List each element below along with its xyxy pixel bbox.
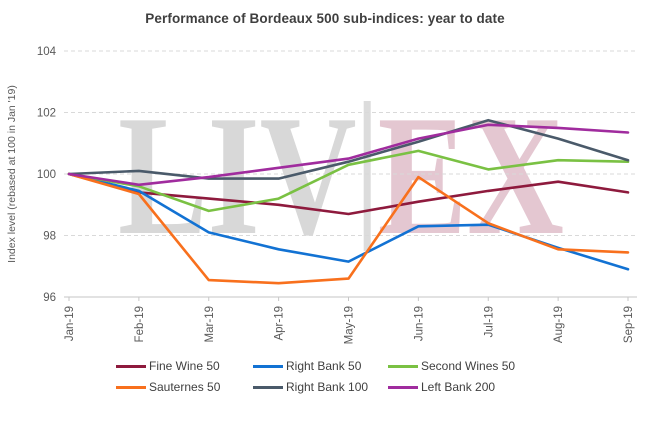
series-line-fine-wine-50 <box>67 172 630 216</box>
legend-swatch-fine-wine-50 <box>116 364 146 368</box>
y-tick-label: 100 <box>37 169 56 181</box>
legend-label-sauternes-50: Sauternes 50 <box>149 380 221 394</box>
legend-label-right-bank-100: Right Bank 100 <box>286 380 369 394</box>
x-tick-label: Aug-19 <box>553 306 565 343</box>
series-line-right-bank-100 <box>67 118 630 180</box>
y-tick-label: 104 <box>37 46 57 58</box>
y-tick-label: 102 <box>37 108 56 120</box>
legend-item-right-bank-50: Right Bank 50 <box>253 359 388 373</box>
y-axis-title: Index level (rebased at 100 in Jan '19) <box>6 85 18 263</box>
x-tick-label: Mar-19 <box>204 306 216 342</box>
legend-label-left-bank-200: Left Bank 200 <box>421 380 496 394</box>
legend-item-left-bank-200: Left Bank 200 <box>388 380 515 394</box>
y-tick-label: 96 <box>43 292 56 304</box>
legend-swatch-right-bank-100 <box>253 385 283 389</box>
legend-swatch-left-bank-200 <box>388 385 418 389</box>
x-tick-label: Sep-19 <box>623 306 635 343</box>
legend-item-second-wines-50: Second Wines 50 <box>388 359 515 373</box>
legend-item-fine-wine-50: Fine Wine 50 <box>116 359 253 373</box>
legend-swatch-right-bank-50 <box>253 364 283 368</box>
y-tick-label: 98 <box>43 231 56 243</box>
x-tick-label: May-19 <box>344 306 356 344</box>
legend-swatch-sauternes-50 <box>116 385 146 389</box>
legend-item-right-bank-100: Right Bank 100 <box>253 380 388 394</box>
legend-item-sauternes-50: Sauternes 50 <box>116 380 253 394</box>
x-tick-label: Jun-19 <box>413 306 425 341</box>
x-tick-label: Apr-19 <box>274 306 286 341</box>
legend-label-second-wines-50: Second Wines 50 <box>421 359 516 373</box>
legend-label-fine-wine-50: Fine Wine 50 <box>149 359 220 373</box>
x-tick-label: Jul-19 <box>483 306 495 337</box>
series-line-second-wines-50 <box>67 149 630 213</box>
chart-legend: Fine Wine 50 Right Bank 50 Second Wines … <box>116 359 515 394</box>
series-line-sauternes-50 <box>67 172 630 285</box>
x-tick-label: Jan-19 <box>64 306 76 341</box>
chart-title: Performance of Bordeaux 500 sub-indices:… <box>145 11 505 26</box>
legend-label-right-bank-50: Right Bank 50 <box>286 359 362 373</box>
series-line-left-bank-200 <box>67 123 630 187</box>
series-line-right-bank-50 <box>67 172 630 271</box>
legend-swatch-second-wines-50 <box>388 364 418 368</box>
x-tick-label: Feb-19 <box>134 306 146 342</box>
